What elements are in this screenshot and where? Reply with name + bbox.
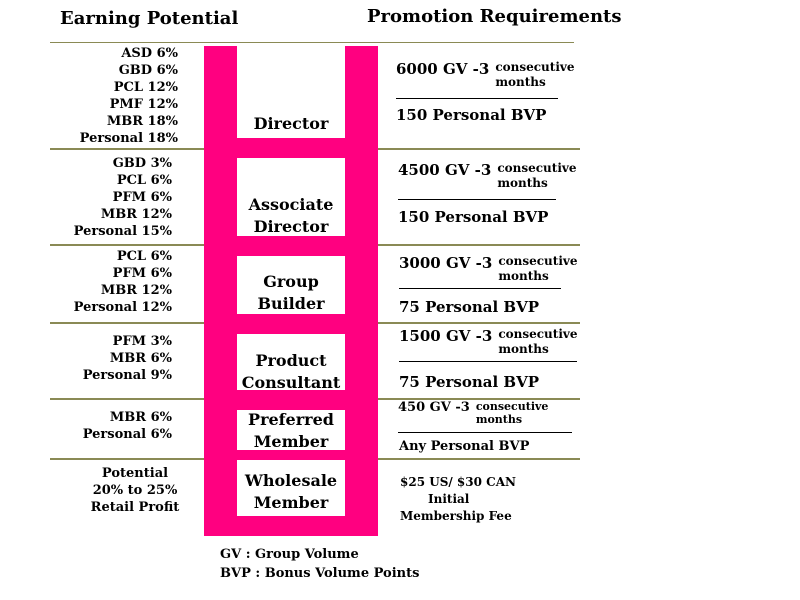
req-associate-director-bvp: 150 Personal BVP: [398, 208, 549, 226]
legend-bvp: BVP : Bonus Volume Points: [220, 566, 420, 581]
legend-gv: GV : Group Volume: [220, 547, 359, 562]
rank-product-consultant: Product Consultant: [236, 350, 346, 394]
req-preferred-member-bvp: Any Personal BVP: [399, 439, 530, 454]
months-label: months: [498, 269, 549, 283]
rank-label: Consultant: [241, 373, 341, 392]
earning-line: MBR 12%: [100, 207, 172, 222]
promotion-requirements-header: Promotion Requirements: [367, 6, 622, 27]
earnings-wholesale-member: Potential 20% to 25% Retail Profit: [80, 465, 190, 516]
earning-line: Personal 6%: [82, 427, 172, 442]
rank-label: Builder: [257, 294, 325, 313]
earning-line: Personal 12%: [73, 300, 172, 315]
consecutive-months: consecutive months: [498, 254, 577, 284]
ladder-rung: [204, 314, 378, 334]
req-director-gv: 6000 GV -3 consecutive months: [396, 60, 574, 90]
rank-label: Wholesale: [244, 471, 338, 490]
earning-line: Personal 9%: [82, 368, 172, 383]
rank-wholesale-member: Wholesale Member: [236, 470, 346, 514]
earning-line: GBD 6%: [118, 63, 178, 78]
earning-line: MBR 6%: [109, 351, 172, 366]
earning-potential-header: Earning Potential: [60, 8, 239, 29]
fee-amount: $25 US/ $30 CAN: [400, 475, 516, 489]
rank-label: Product: [255, 351, 327, 370]
rank-preferred-member: Preferred Member: [236, 409, 346, 453]
earning-line: MBR 6%: [109, 410, 172, 425]
req-group-builder-gv: 3000 GV -3 consecutive months: [399, 254, 577, 284]
earnings-product-consultant: PFM 3% MBR 6% Personal 9%: [52, 333, 172, 384]
ladder-rung: [204, 450, 378, 460]
ladder-rung: [204, 516, 378, 536]
earning-line: PFM 6%: [112, 190, 172, 205]
membership-fee: $25 US/ $30 CAN Initial Membership Fee: [400, 474, 516, 525]
gv-requirement: 4500 GV -3: [398, 161, 492, 179]
gv-requirement: 3000 GV -3: [399, 254, 493, 272]
req-underline: [396, 98, 558, 99]
earning-line: PCL 6%: [116, 173, 172, 188]
consecutive-label: consecutive: [498, 254, 578, 268]
rank-label: Member: [253, 432, 329, 451]
rank-director: Director: [236, 113, 346, 135]
consecutive-months: consecutive months: [495, 60, 574, 90]
earning-line: MBR 18%: [106, 114, 178, 129]
earnings-preferred-member: MBR 6% Personal 6%: [52, 409, 172, 443]
earning-line: PFM 3%: [112, 334, 172, 349]
earnings-director: ASD 6% GBD 6% PCL 12% PMF 12% MBR 18% Pe…: [58, 45, 178, 147]
earning-line: MBR 12%: [100, 283, 172, 298]
earning-line: PCL 6%: [116, 249, 172, 264]
earnings-group-builder: PCL 6% PFM 6% MBR 12% Personal 12%: [52, 248, 172, 316]
consecutive-label: consecutive: [495, 60, 575, 74]
rank-label: Group: [263, 272, 319, 291]
req-preferred-member-gv: 450 GV -3 consecutive months: [398, 400, 548, 426]
req-director-bvp: 150 Personal BVP: [396, 106, 547, 124]
months-label: months: [475, 413, 523, 426]
rank-label: Director: [253, 114, 329, 133]
consecutive-label: consecutive: [475, 400, 549, 413]
earning-line: ASD 6%: [121, 46, 178, 61]
earning-line: PCL 12%: [113, 80, 178, 95]
req-associate-director-gv: 4500 GV -3 consecutive months: [398, 161, 576, 191]
consecutive-months: consecutive months: [498, 327, 577, 357]
gv-requirement: 6000 GV -3: [396, 60, 490, 78]
earning-line: 20% to 25%: [92, 483, 178, 498]
earning-line: Potential: [101, 466, 169, 481]
req-product-consultant-gv: 1500 GV -3 consecutive months: [399, 327, 577, 357]
top-divider: [50, 42, 574, 43]
req-underline: [399, 288, 561, 289]
earnings-associate-director: GBD 3% PCL 6% PFM 6% MBR 12% Personal 15…: [52, 155, 172, 240]
consecutive-label: consecutive: [498, 327, 578, 341]
rank-label: Member: [253, 493, 329, 512]
req-underline: [398, 199, 556, 200]
consecutive-months: consecutive months: [476, 400, 549, 426]
fee-initial: Initial: [428, 492, 470, 506]
ladder-rung: [204, 236, 378, 256]
earning-line: PMF 12%: [109, 97, 178, 112]
earning-line: Personal 18%: [79, 131, 178, 146]
rank-label: Director: [253, 217, 329, 236]
earning-line: PFM 6%: [112, 266, 172, 281]
earning-line: GBD 3%: [112, 156, 172, 171]
consecutive-months: consecutive months: [497, 161, 576, 191]
consecutive-label: consecutive: [497, 161, 577, 175]
req-underline: [399, 361, 577, 362]
rank-group-builder: Group Builder: [236, 271, 346, 315]
ladder-right-rail: [345, 46, 378, 536]
req-product-consultant-bvp: 75 Personal BVP: [399, 373, 540, 391]
ladder-rung: [204, 138, 378, 158]
months-label: months: [497, 176, 548, 190]
rank-label: Preferred: [248, 410, 334, 429]
ladder-rung: [204, 390, 378, 410]
req-group-builder-bvp: 75 Personal BVP: [399, 298, 540, 316]
months-label: months: [498, 342, 549, 356]
rank-associate-director: Associate Director: [236, 194, 346, 238]
req-underline: [398, 432, 572, 433]
earning-line: Personal 15%: [73, 224, 172, 239]
rank-label: Associate: [248, 195, 334, 214]
months-label: months: [495, 75, 546, 89]
fee-label: Membership Fee: [400, 509, 512, 523]
earning-line: Retail Profit: [90, 500, 180, 515]
gv-requirement: 450 GV -3: [398, 400, 470, 415]
ladder-left-rail: [204, 46, 237, 536]
gv-requirement: 1500 GV -3: [399, 327, 493, 345]
